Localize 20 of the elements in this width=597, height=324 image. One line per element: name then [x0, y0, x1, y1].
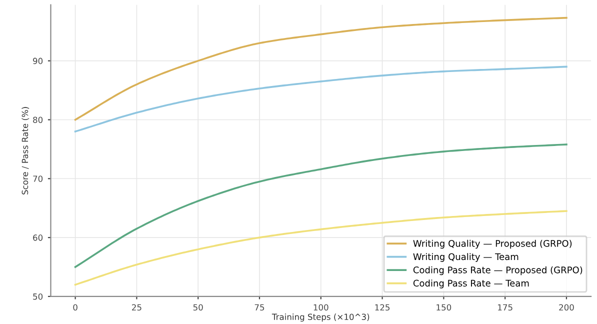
x-tick-label: 0	[73, 304, 78, 311]
x-tick-label: 175	[498, 304, 512, 311]
x-tick-label: 125	[375, 304, 390, 311]
y-axis-title: Score / Pass Rate (%)	[22, 107, 30, 194]
x-axis-title: Training Steps (×10^3)	[272, 314, 370, 322]
legend-label: Coding Pass Rate — Proposed (GRPO)	[413, 266, 582, 276]
x-tick-label: 25	[132, 304, 142, 311]
legend-label: Writing Quality — Team	[413, 253, 518, 262]
y-tick-label: 80	[33, 116, 43, 124]
x-tick-label: 50	[193, 304, 203, 311]
legend-label: Writing Quality — Proposed (GRPO)	[413, 240, 572, 249]
y-tick-label: 50	[33, 293, 43, 300]
y-tick-label: 90	[33, 58, 43, 64]
x-tick-label: 200	[559, 304, 574, 311]
x-tick-label: 100	[314, 304, 328, 311]
x-tick-label: 150	[436, 304, 452, 311]
x-tick-label: 75	[254, 304, 264, 311]
legend-label: Coding Pass Rate — Team	[413, 280, 529, 288]
y-tick-label: 70	[33, 176, 43, 182]
y-tick-label: 60	[33, 234, 43, 241]
